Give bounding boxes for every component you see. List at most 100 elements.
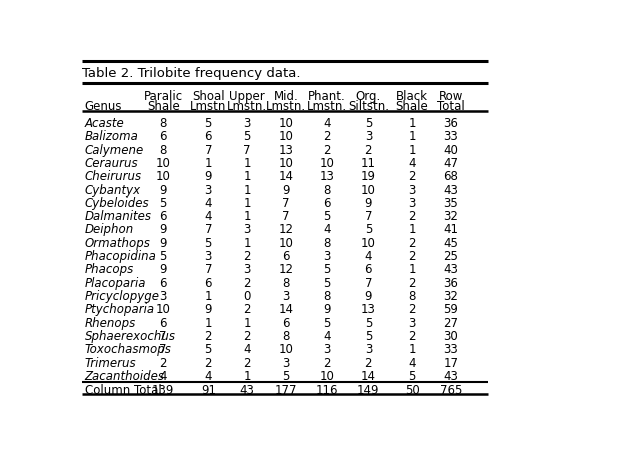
Text: 43: 43 xyxy=(240,384,255,397)
Text: 9: 9 xyxy=(160,237,167,250)
Text: 6: 6 xyxy=(160,130,167,143)
Text: 10: 10 xyxy=(320,157,334,170)
Text: 4: 4 xyxy=(324,117,331,130)
Text: 3: 3 xyxy=(408,317,416,330)
Text: Cybeloides: Cybeloides xyxy=(85,197,149,210)
Text: 9: 9 xyxy=(205,303,212,316)
Text: 6: 6 xyxy=(324,197,331,210)
Text: 1: 1 xyxy=(244,370,251,383)
Text: 1: 1 xyxy=(408,117,416,130)
Text: 2: 2 xyxy=(205,330,212,343)
Text: 2: 2 xyxy=(324,130,331,143)
Text: 9: 9 xyxy=(364,197,372,210)
Text: 1: 1 xyxy=(205,317,212,330)
Text: 1: 1 xyxy=(244,183,251,197)
Text: 177: 177 xyxy=(275,384,297,397)
Text: 2: 2 xyxy=(205,357,212,369)
Text: 1: 1 xyxy=(244,170,251,183)
Text: 3: 3 xyxy=(324,250,331,263)
Text: 2: 2 xyxy=(408,210,416,223)
Text: 8: 8 xyxy=(282,330,290,343)
Text: Shale: Shale xyxy=(146,100,180,113)
Text: 19: 19 xyxy=(361,170,376,183)
Text: 13: 13 xyxy=(320,170,334,183)
Text: 2: 2 xyxy=(408,330,416,343)
Text: 1: 1 xyxy=(408,263,416,276)
Text: 68: 68 xyxy=(443,170,458,183)
Text: 59: 59 xyxy=(443,303,458,316)
Text: Phant.: Phant. xyxy=(308,90,346,103)
Text: 5: 5 xyxy=(365,330,372,343)
Text: 10: 10 xyxy=(156,170,171,183)
Text: 1: 1 xyxy=(408,223,416,237)
Text: 14: 14 xyxy=(279,170,294,183)
Text: 30: 30 xyxy=(443,330,458,343)
Text: Shale: Shale xyxy=(396,100,428,113)
Text: Lmstn.: Lmstn. xyxy=(266,100,306,113)
Text: Calymene: Calymene xyxy=(85,144,144,157)
Text: 4: 4 xyxy=(205,210,212,223)
Text: 8: 8 xyxy=(324,290,331,303)
Text: 5: 5 xyxy=(324,263,331,276)
Text: 2: 2 xyxy=(160,357,167,369)
Text: 7: 7 xyxy=(205,263,212,276)
Text: 14: 14 xyxy=(361,370,376,383)
Text: Ptychoparia: Ptychoparia xyxy=(85,303,155,316)
Text: Balizoma: Balizoma xyxy=(85,130,138,143)
Text: 50: 50 xyxy=(404,384,419,397)
Text: 4: 4 xyxy=(324,330,331,343)
Text: Phacopidina: Phacopidina xyxy=(85,250,156,263)
Text: 12: 12 xyxy=(279,263,294,276)
Text: 4: 4 xyxy=(408,357,416,369)
Text: 5: 5 xyxy=(324,277,331,290)
Text: 1: 1 xyxy=(244,237,251,250)
Text: 2: 2 xyxy=(324,357,331,369)
Text: 7: 7 xyxy=(205,144,212,157)
Text: 8: 8 xyxy=(324,237,331,250)
Text: 6: 6 xyxy=(160,277,167,290)
Text: 10: 10 xyxy=(279,157,294,170)
Text: 1: 1 xyxy=(408,144,416,157)
Text: 7: 7 xyxy=(244,144,251,157)
Text: 2: 2 xyxy=(408,237,416,250)
Text: 13: 13 xyxy=(279,144,294,157)
Text: 33: 33 xyxy=(443,130,458,143)
Text: Rhenops: Rhenops xyxy=(85,317,136,330)
Text: 33: 33 xyxy=(443,343,458,356)
Text: 1: 1 xyxy=(244,210,251,223)
Text: 13: 13 xyxy=(361,303,376,316)
Text: 765: 765 xyxy=(439,384,462,397)
Text: Row: Row xyxy=(439,90,463,103)
Text: 11: 11 xyxy=(361,157,376,170)
Text: 10: 10 xyxy=(279,117,294,130)
Text: 2: 2 xyxy=(244,330,251,343)
Text: 3: 3 xyxy=(408,197,416,210)
Text: 10: 10 xyxy=(361,237,376,250)
Text: 45: 45 xyxy=(443,237,458,250)
Text: 5: 5 xyxy=(324,210,331,223)
Text: 5: 5 xyxy=(408,370,416,383)
Text: 9: 9 xyxy=(282,183,290,197)
Text: 7: 7 xyxy=(282,197,290,210)
Text: 2: 2 xyxy=(408,303,416,316)
Text: 6: 6 xyxy=(282,250,290,263)
Text: Shoal: Shoal xyxy=(192,90,225,103)
Text: 3: 3 xyxy=(244,223,251,237)
Text: Black: Black xyxy=(396,90,428,103)
Text: 3: 3 xyxy=(244,117,251,130)
Text: Lmstn: Lmstn xyxy=(190,100,227,113)
Text: 3: 3 xyxy=(365,130,372,143)
Text: 43: 43 xyxy=(443,183,458,197)
Text: 5: 5 xyxy=(205,343,212,356)
Text: 3: 3 xyxy=(205,250,212,263)
Text: Placoparia: Placoparia xyxy=(85,277,146,290)
Text: 12: 12 xyxy=(279,223,294,237)
Text: 5: 5 xyxy=(205,117,212,130)
Text: 2: 2 xyxy=(244,357,251,369)
Text: 7: 7 xyxy=(364,277,372,290)
Text: Lmstn.: Lmstn. xyxy=(227,100,267,113)
Text: 2: 2 xyxy=(244,277,251,290)
Text: 10: 10 xyxy=(279,237,294,250)
Text: Toxochasmops: Toxochasmops xyxy=(85,343,172,356)
Text: 1: 1 xyxy=(408,343,416,356)
